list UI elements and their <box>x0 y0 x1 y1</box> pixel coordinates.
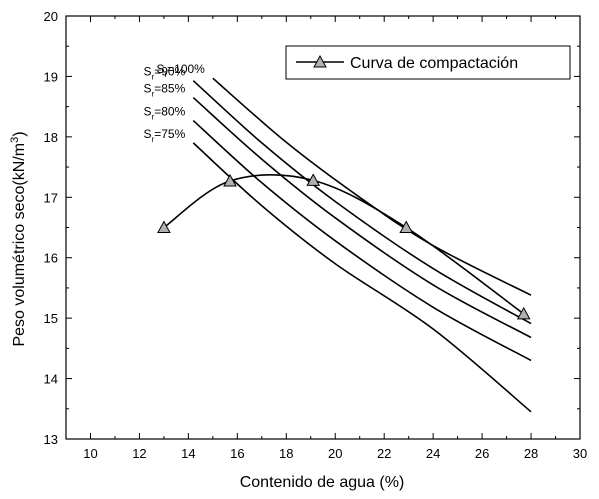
compaction-curve-line <box>163 174 525 315</box>
x-tick-label: 28 <box>524 446 538 461</box>
axes: 10 12 14 16 18 20 22 24 26 28 30 13 14 15 16 17 18 19 20 <box>44 9 588 461</box>
y-tick-label: 18 <box>44 130 58 145</box>
x-tick-label: 30 <box>573 446 587 461</box>
saturation-label: Sr=75% <box>144 127 186 144</box>
y-tick-label: 16 <box>44 251 58 266</box>
x-tick-label: 10 <box>83 446 97 461</box>
saturation-line <box>192 119 532 362</box>
y-tick-label: 17 <box>44 190 58 205</box>
saturation-line <box>212 77 532 296</box>
data-point-marker <box>157 220 171 233</box>
saturation-lines: Sr=100%Sr=90%Sr=85% Sr=80% Sr=75% <box>144 62 532 413</box>
x-tick-label: 24 <box>426 446 440 461</box>
y-tick-label: 13 <box>44 432 58 447</box>
x-tick-label: 14 <box>181 446 195 461</box>
y-tick-label: 14 <box>44 372 58 387</box>
data-point-marker <box>306 173 321 186</box>
data-point-marker <box>223 173 237 187</box>
x-tick-label: 16 <box>230 446 244 461</box>
y-axis-title: Peso volumétrico seco(kN/m3) <box>9 131 28 346</box>
legend: Curva de compactación <box>285 45 571 80</box>
y-tick-label: 15 <box>44 311 58 326</box>
x-axis-title: Contenido de agua (%) <box>240 474 405 491</box>
x-tick-label: 22 <box>377 446 391 461</box>
x-tick-label: 26 <box>475 446 489 461</box>
saturation-line <box>192 80 532 325</box>
x-tick-label: 18 <box>279 446 293 461</box>
x-tick-label: 20 <box>328 446 342 461</box>
legend-label: Curva de compactación <box>350 55 518 72</box>
data-point-marker <box>399 220 414 233</box>
saturation-line <box>192 96 532 339</box>
saturation-line <box>192 142 532 413</box>
compaction-curve <box>157 173 531 320</box>
saturation-label: Sr=85% <box>144 82 186 99</box>
data-point-marker <box>516 306 531 320</box>
y-tick-label: 20 <box>44 9 58 24</box>
saturation-label: Sr=80% <box>144 105 186 122</box>
legend-marker-sample <box>313 54 327 68</box>
x-tick-label: 12 <box>132 446 146 461</box>
saturation-label: Sr=100% <box>156 62 205 79</box>
y-tick-label: 19 <box>44 69 58 84</box>
saturation-label: Sr=90% <box>144 65 186 82</box>
